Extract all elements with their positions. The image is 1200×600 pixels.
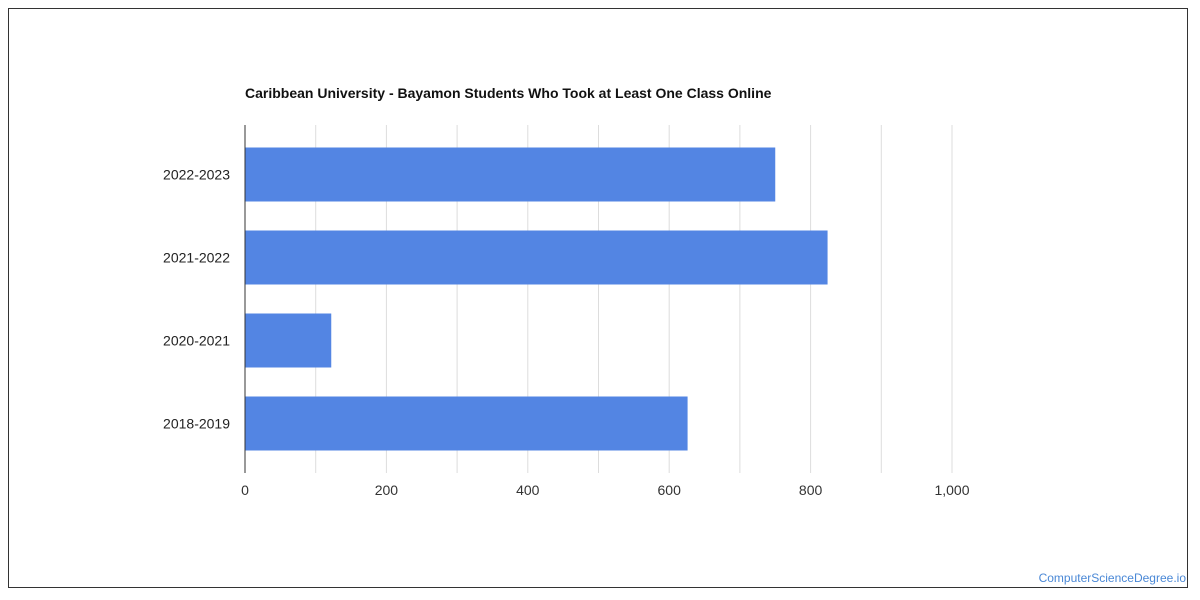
category-label: 2021-2022: [163, 250, 230, 266]
axes: 2022-2023 2021-2022 2020-2021 2018-2019 0 200…: [163, 125, 970, 498]
chart-title: Caribbean University - Bayamon Students …: [245, 85, 772, 101]
bars: [245, 147, 828, 451]
x-tick-label: 800: [799, 482, 823, 498]
bar-2021-2022: [245, 230, 828, 285]
category-label: 2020-2021: [163, 333, 230, 349]
category-label: 2018-2019: [163, 416, 230, 432]
bar-2022-2023: [245, 147, 776, 202]
x-tick-label: 1,000: [934, 482, 969, 498]
bar-2018-2019: [245, 396, 688, 451]
x-tick-label: 400: [516, 482, 540, 498]
bar-2020-2021: [245, 313, 332, 368]
x-tick-label: 0: [241, 482, 249, 498]
x-tick-label: 200: [375, 482, 399, 498]
category-label: 2022-2023: [163, 167, 230, 183]
source-watermark-link[interactable]: ComputerScienceDegree.io: [1038, 571, 1186, 585]
x-tick-label: 600: [658, 482, 682, 498]
